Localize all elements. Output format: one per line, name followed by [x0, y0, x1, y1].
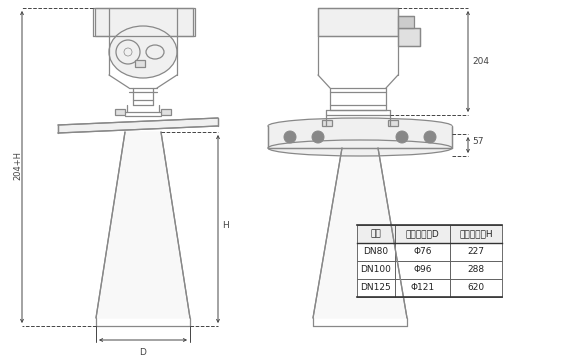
Text: 57: 57 — [472, 136, 484, 146]
Text: Φ121: Φ121 — [410, 284, 435, 293]
Bar — [450, 225, 502, 243]
Bar — [450, 243, 502, 261]
Text: DN125: DN125 — [361, 284, 391, 293]
Bar — [357, 225, 395, 243]
Ellipse shape — [268, 118, 452, 134]
Bar — [398, 16, 414, 28]
Bar — [388, 120, 398, 126]
Polygon shape — [268, 126, 452, 148]
Ellipse shape — [109, 26, 177, 78]
Circle shape — [396, 131, 408, 143]
Bar — [395, 225, 450, 243]
Text: H: H — [222, 221, 229, 229]
Bar — [395, 279, 450, 297]
Polygon shape — [313, 148, 407, 318]
Bar — [322, 120, 332, 126]
Ellipse shape — [268, 140, 452, 156]
Text: D: D — [139, 348, 146, 357]
Polygon shape — [96, 132, 190, 318]
Bar — [161, 109, 171, 115]
Text: 620: 620 — [468, 284, 485, 293]
Bar — [135, 60, 145, 67]
Text: 204: 204 — [472, 58, 489, 67]
Text: Φ96: Φ96 — [413, 265, 432, 274]
Text: 喇叭口高度H: 喇叭口高度H — [459, 229, 493, 238]
Bar — [115, 109, 125, 115]
Circle shape — [284, 131, 296, 143]
Bar — [357, 279, 395, 297]
Text: 喇叭口直径D: 喇叭口直径D — [406, 229, 439, 238]
Bar — [450, 279, 502, 297]
Circle shape — [312, 131, 324, 143]
Bar — [95, 8, 195, 36]
Bar — [357, 261, 395, 279]
Bar — [395, 261, 450, 279]
Text: DN80: DN80 — [364, 248, 389, 257]
Text: 227: 227 — [468, 248, 484, 257]
Text: 法兰: 法兰 — [370, 229, 381, 238]
Bar — [318, 8, 398, 36]
Circle shape — [424, 131, 436, 143]
Text: 288: 288 — [468, 265, 485, 274]
Bar — [357, 243, 395, 261]
Polygon shape — [58, 118, 218, 133]
Text: 204+H: 204+H — [14, 150, 23, 179]
Bar — [395, 243, 450, 261]
Text: DN100: DN100 — [361, 265, 391, 274]
Bar — [450, 261, 502, 279]
Bar — [398, 28, 420, 46]
Text: Φ76: Φ76 — [413, 248, 432, 257]
